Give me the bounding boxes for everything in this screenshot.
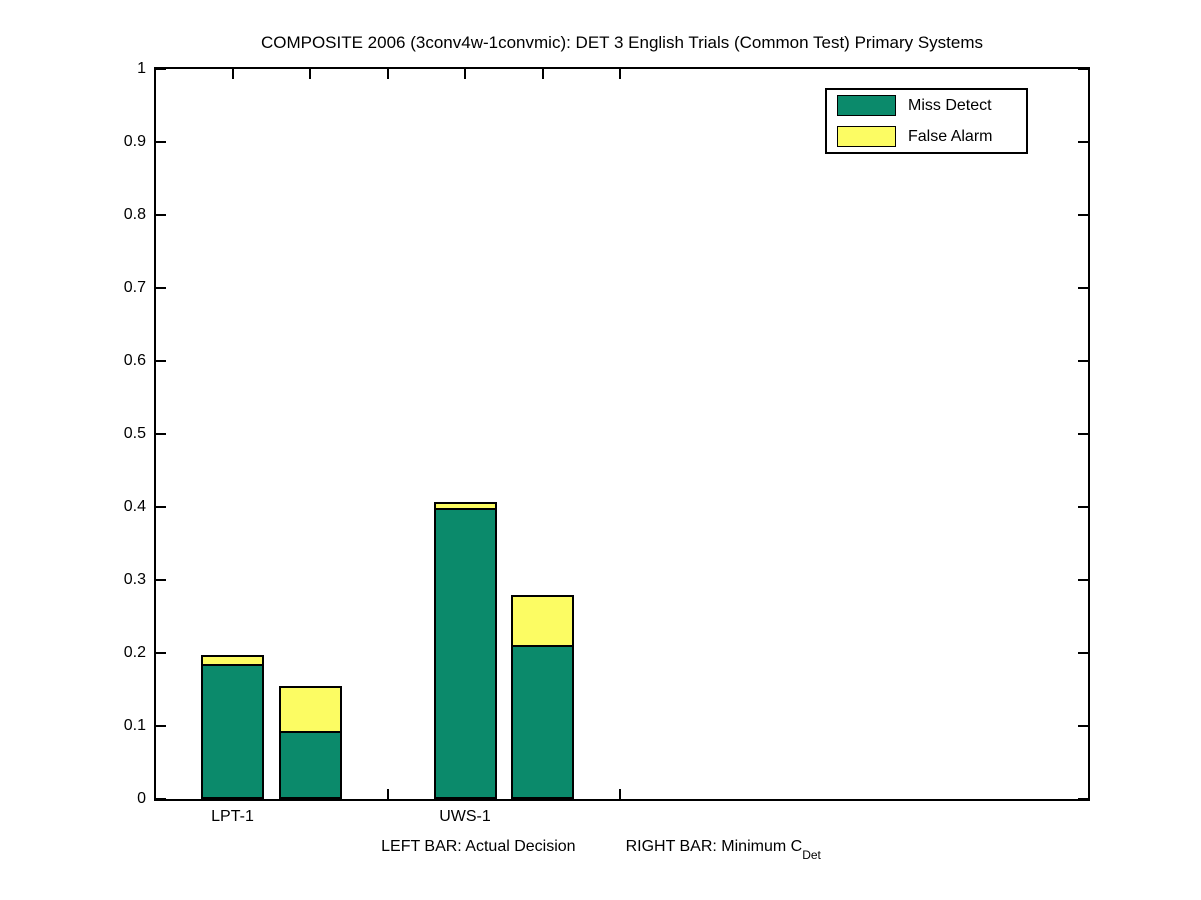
bar-miss-detect-segment-LPT-1-actual_decision [201,664,264,799]
y-axis-tick-label: 0.2 [123,644,146,661]
footnote-right-bar: RIGHT BAR: Minimum CDet [625,838,821,863]
y-axis-tick-label: 0.6 [123,352,146,369]
y-axis-tick [1078,725,1088,727]
y-axis-tick-label: 0.3 [123,571,146,588]
legend: Miss Detect False Alarm [825,88,1028,154]
y-axis-tick [1078,652,1088,654]
legend-label-miss-detect: Miss Detect [908,96,992,114]
y-axis-tick [1078,360,1088,362]
legend-label-false-alarm: False Alarm [908,127,993,145]
y-axis-tick-label: 0.7 [123,279,146,296]
legend-item-miss-detect: Miss Detect [827,90,1026,121]
footnote-left-bar: LEFT BAR: Actual Decision [381,838,576,855]
y-axis-tick-label: 0.8 [123,206,146,223]
y-axis-tick [156,214,166,216]
bar-false-alarm-segment-UWS-1-actual_decision [433,502,497,510]
y-axis-tick-label: 1 [137,60,146,77]
y-axis-tick [1078,433,1088,435]
y-axis-tick [1078,798,1088,800]
y-axis-tick [156,433,166,435]
y-axis-tick [156,287,166,289]
y-axis-tick [156,68,166,70]
legend-swatch-miss-detect [837,95,896,116]
y-axis-tick [156,141,166,143]
x-axis-tick [309,69,311,79]
x-axis-tick [231,69,234,79]
y-axis-tick [1078,214,1088,216]
y-axis-tick-label: 0.1 [123,717,146,734]
y-axis-tick [1078,287,1088,289]
bar-meaning-footnote: LEFT BAR: Actual Decision RIGHT BAR: Min… [156,838,1046,863]
x-axis-tick [619,69,621,79]
y-axis-tick-label: 0.5 [123,425,146,442]
legend-item-false-alarm: False Alarm [827,121,1026,152]
y-axis-tick [1078,141,1088,143]
x-axis-tick [386,69,389,79]
bar-miss-detect-segment-LPT-1-minimum_cdet [278,731,342,799]
x-axis-tick [619,789,621,799]
y-axis-tick [1078,68,1088,70]
y-axis-tick-label: 0 [137,790,146,807]
bar-false-alarm-segment-LPT-1-minimum_cdet [278,686,342,733]
x-axis-tick [386,789,389,799]
bar-false-alarm-segment-LPT-1-actual_decision [201,655,264,666]
plot-area: Miss Detect False Alarm [154,67,1090,801]
chart-title: COMPOSITE 2006 (3conv4w-1convmic): DET 3… [260,33,984,52]
y-axis-tick [1078,506,1088,508]
bar-miss-detect-segment-UWS-1-minimum_cdet [511,645,574,799]
footnote-cdet-subscript: Det [802,848,821,863]
y-axis-tick [156,725,166,727]
bar-false-alarm-segment-UWS-1-minimum_cdet [511,595,574,647]
x-axis-tick [464,69,466,79]
y-axis-tick [156,506,166,508]
x-axis-group-label-LPT-1: LPT-1 [211,808,254,825]
y-axis-tick-label: 0.4 [123,498,146,515]
y-axis-tick [156,579,166,581]
y-axis-tick [1078,579,1088,581]
bar-miss-detect-segment-UWS-1-actual_decision [433,508,497,799]
legend-swatch-false-alarm [837,126,896,147]
y-axis-tick-label: 0.9 [123,133,146,150]
x-axis-tick [541,69,544,79]
y-axis-tick [156,652,166,654]
y-axis-tick [156,798,166,800]
y-axis-tick [156,360,166,362]
x-axis-group-label-UWS-1: UWS-1 [439,808,491,825]
